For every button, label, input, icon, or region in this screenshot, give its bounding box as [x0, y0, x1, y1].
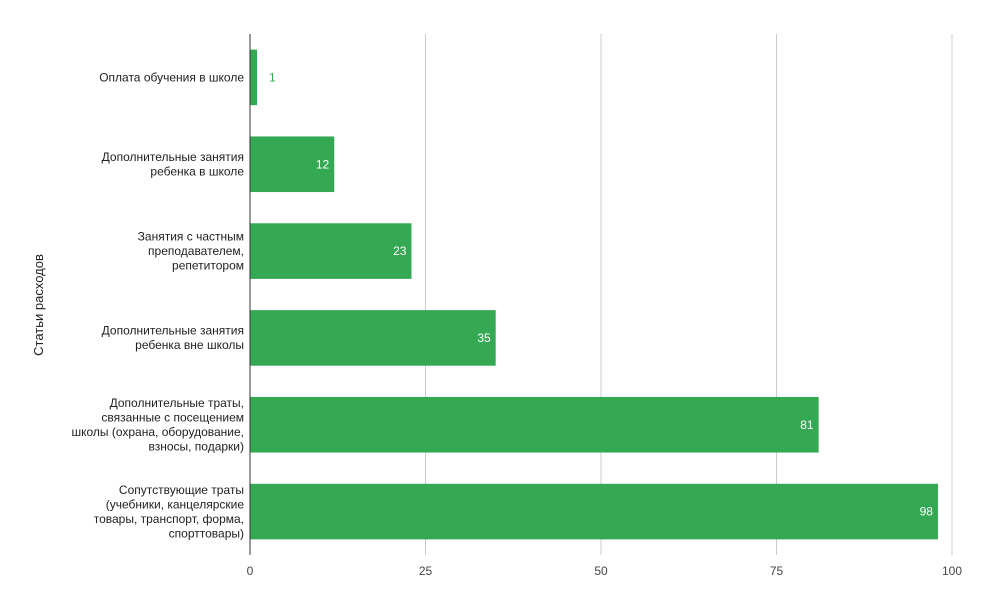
data-label: 81 — [800, 418, 814, 432]
x-tick-label: 75 — [770, 564, 784, 578]
grid-lines — [425, 34, 953, 555]
bar — [250, 49, 258, 106]
category-label: Оплата обучения в школе — [99, 70, 244, 84]
category-label: Занятия с частным преподавателем, репетито… — [138, 230, 244, 273]
bar — [250, 310, 496, 366]
y-axis-title: Статьи расходов — [31, 254, 46, 356]
category-label: Сопутствующие траты (учебники, канцелярск… — [94, 483, 245, 541]
data-label: 23 — [393, 244, 407, 258]
bar — [250, 396, 819, 453]
bars: 1 12 23 35 81 98 — [250, 49, 938, 540]
data-label: 1 — [269, 70, 276, 84]
x-tick-label: 50 — [594, 564, 608, 578]
category-label: Дополнительные занятия ребенка в школе — [102, 150, 245, 179]
x-axis-ticks: 0 25 50 75 100 — [247, 564, 963, 578]
x-tick-label: 25 — [419, 564, 433, 578]
data-label: 35 — [477, 331, 491, 345]
data-label: 98 — [920, 505, 934, 519]
bar — [250, 483, 938, 540]
category-label: Дополнительные траты, связанные с посещен… — [71, 396, 244, 454]
bar — [250, 136, 335, 193]
data-label: 12 — [316, 157, 330, 171]
x-tick-label: 100 — [942, 564, 962, 578]
category-label: Дополнительные занятия ребенка вне школы — [102, 324, 244, 353]
category-labels: Оплата обучения в школе Дополнительные за… — [71, 70, 244, 540]
x-tick-label: 0 — [247, 564, 254, 578]
bar — [250, 223, 412, 279]
